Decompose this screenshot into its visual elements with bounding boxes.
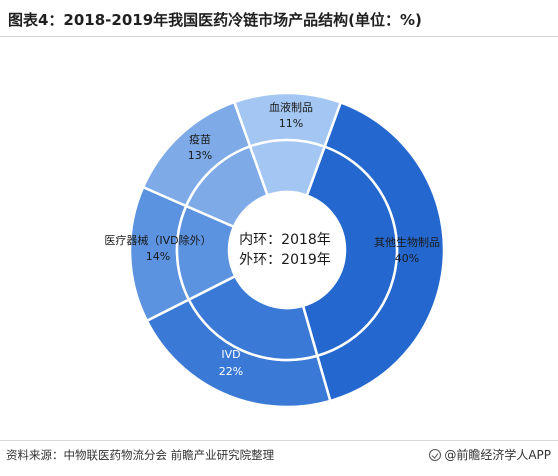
inner-slice-0 — [301, 145, 399, 358]
center-text-line-0: 内环：2018年 — [239, 232, 331, 248]
slice-value-3: 13% — [188, 149, 212, 162]
brand-credit: @前瞻经济学人APP — [429, 446, 551, 463]
inner-ring-2018 — [175, 138, 399, 362]
center-text-line-1: 外环：2019年 — [239, 252, 331, 268]
brand-text: @前瞻经济学人APP — [444, 448, 551, 462]
slice-label-2: 医疗器械（IVD除外） — [104, 233, 211, 247]
inner-slice-4 — [248, 138, 327, 198]
slice-value-1: 22% — [219, 365, 243, 378]
chart-title: 图表4：2018-2019年我国医药冷链市场产品结构(单位：%) — [8, 11, 422, 29]
brand-logo-icon — [429, 448, 442, 461]
slice-label-3: 疫苗 — [189, 132, 211, 146]
slice-value-0: 40% — [395, 252, 419, 265]
slice-value-2: 14% — [146, 250, 170, 263]
slice-label-0: 其他生物制品 — [374, 235, 440, 249]
slice-label-1: IVD — [221, 348, 240, 361]
title-divider — [0, 36, 558, 37]
data-source: 资料来源：中物联医药物流分会 前瞻产业研究院整理 — [6, 448, 275, 462]
inner-slice-1 — [187, 274, 319, 362]
outer-ring-2019 — [128, 91, 446, 409]
slice-labels: 其他生物制品 40% IVD 22% 医疗器械（IVD除外） 14% 疫苗 13% 血液制品 11… — [104, 100, 440, 378]
slice-label-4: 血液制品 — [269, 100, 313, 114]
donut-hole — [231, 194, 343, 306]
slice-value-4: 11% — [279, 117, 303, 130]
footer-divider — [0, 440, 558, 441]
